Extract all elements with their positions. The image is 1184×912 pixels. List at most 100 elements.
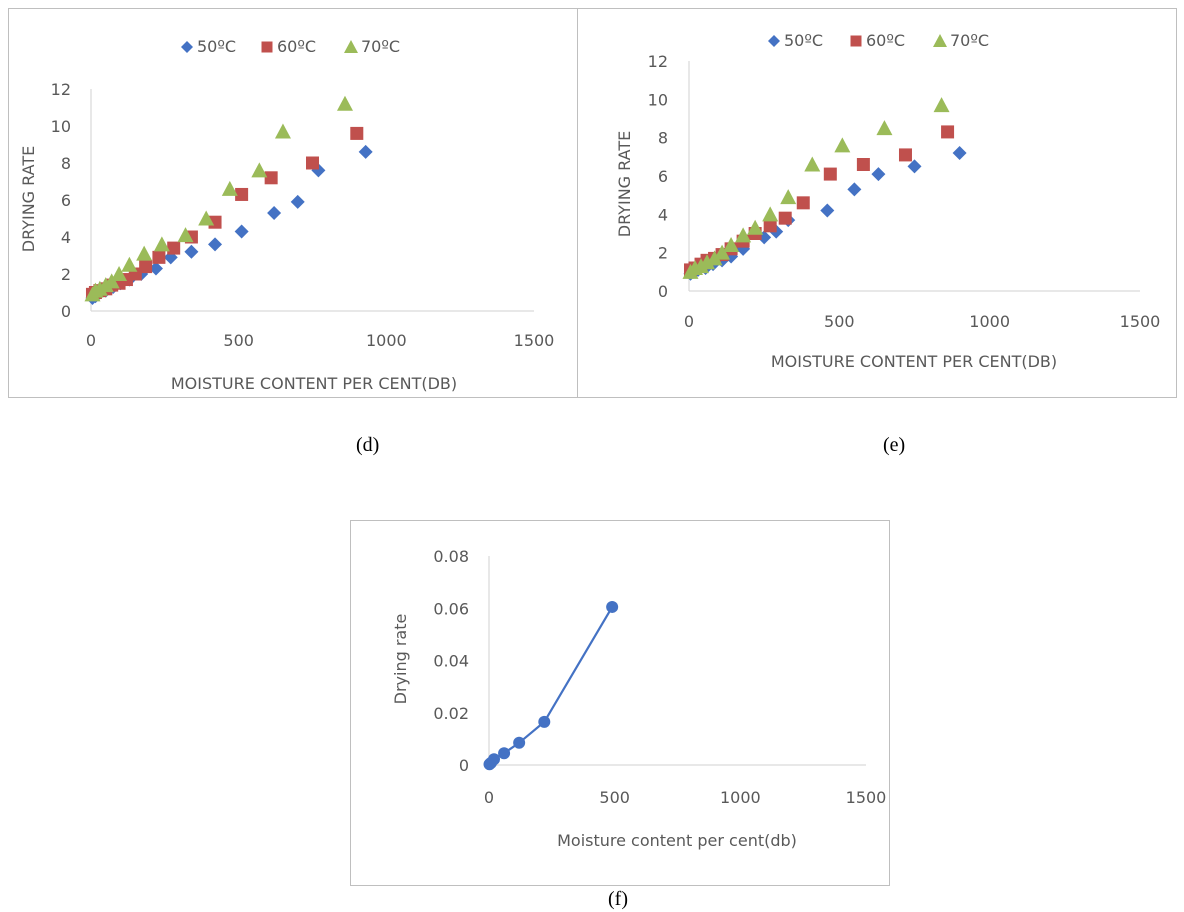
data-point	[907, 159, 922, 174]
data-point	[871, 167, 886, 182]
y-axis-title: DRYING RATE	[615, 131, 634, 237]
x-tick-label: 500	[824, 312, 855, 331]
data-point	[763, 219, 777, 233]
y-tick-label: 0	[459, 756, 469, 775]
data-point	[735, 227, 752, 243]
data-point	[264, 171, 278, 185]
x-tick-label: 1500	[846, 788, 887, 807]
data-point	[834, 137, 851, 153]
data-point	[139, 260, 153, 274]
y-tick-label: 0.06	[433, 599, 469, 618]
data-point	[121, 256, 138, 272]
caption-d: (d)	[356, 434, 380, 456]
y-tick-label: 10	[51, 117, 71, 136]
x-tick-label: 1500	[514, 331, 555, 350]
data-point	[714, 244, 731, 260]
y-tick-label: 10	[648, 90, 668, 109]
data-point	[221, 180, 238, 196]
x-tick-label: 1000	[366, 331, 407, 350]
data-point	[898, 148, 912, 162]
legend-label: 60ºC	[866, 31, 905, 50]
legend-label: 70ºC	[361, 37, 400, 56]
data-point	[498, 747, 511, 760]
legend-label: 50ºC	[784, 31, 823, 50]
data-point	[538, 715, 551, 728]
legend-label: 60ºC	[277, 37, 316, 56]
data-point	[306, 156, 319, 170]
data-point	[336, 95, 353, 111]
y-tick-label: 12	[51, 80, 71, 99]
caption-f: (f)	[608, 888, 628, 910]
y-tick-label: 0.08	[433, 547, 469, 566]
data-point	[184, 244, 199, 259]
data-point	[952, 146, 967, 160]
chart-d: 0 2 4 6 8 10 12 0 500 1000 1500 MOISTURE CONTENT PE…	[19, 37, 555, 393]
legend-marker	[933, 34, 947, 47]
x-axis-title: MOISTURE CONTENT PER CENT(DB)	[771, 352, 1057, 371]
y-tick-label: 2	[658, 244, 668, 263]
x-tick-label: 500	[599, 788, 630, 807]
y-tick-label: 0.04	[433, 652, 469, 671]
data-point	[823, 167, 837, 181]
data-point	[358, 144, 373, 159]
data-point	[350, 126, 364, 140]
x-tick-label: 500	[223, 331, 254, 350]
data-point	[267, 205, 282, 220]
caption-e: (e)	[883, 434, 906, 456]
y-tick-label: 6	[61, 191, 71, 210]
data-point	[208, 237, 223, 252]
chart-panel-d: 0 2 4 6 8 10 12 0 500 1000 1500 MOISTURE CONTENT PE…	[8, 8, 578, 398]
data-point	[251, 162, 268, 178]
data-point	[136, 245, 153, 261]
legend-label: 70ºC	[950, 31, 989, 50]
data-point	[762, 206, 779, 222]
x-tick-label: 0	[484, 788, 494, 807]
data-point	[847, 182, 862, 197]
legend-marker	[850, 35, 862, 47]
x-tick-label: 0	[684, 312, 694, 331]
y-axis-title: Drying rate	[391, 614, 410, 705]
legend-marker	[181, 41, 193, 53]
data-point	[513, 736, 526, 749]
data-point	[148, 261, 163, 276]
data-point	[876, 120, 893, 136]
data-point	[153, 236, 170, 252]
data-point	[699, 254, 716, 270]
data-point	[941, 125, 955, 139]
data-point	[234, 224, 249, 239]
series-line	[488, 606, 614, 766]
chart-panel-f: 0 0.02 0.04 0.06 0.08 0 500 1000 1500 Moisture co…	[350, 520, 890, 886]
chart-f: 0 0.02 0.04 0.06 0.08 0 500 1000 1500 Moisture co…	[391, 547, 887, 850]
data-point	[933, 97, 950, 113]
chart-e: 0 2 4 6 8 10 12 0 500 1000 1500 MOISTURE CONTENT PE…	[615, 31, 1161, 371]
data-point	[706, 250, 723, 266]
data-point	[723, 237, 740, 252]
x-axis-title: MOISTURE CONTENT PER CENT(DB)	[171, 374, 457, 393]
data-point	[274, 123, 291, 139]
y-axis-title: DRYING RATE	[19, 146, 38, 252]
y-tick-label: 6	[658, 167, 668, 186]
data-point	[198, 210, 215, 226]
y-tick-label: 4	[61, 228, 71, 247]
legend-label: 50ºC	[197, 37, 236, 56]
y-tick-label: 2	[61, 265, 71, 284]
data-point	[796, 196, 810, 210]
legend-marker	[344, 40, 358, 53]
data-point	[780, 189, 797, 205]
legend-marker	[768, 35, 780, 47]
data-point	[152, 250, 166, 264]
data-point	[488, 753, 501, 766]
data-point	[167, 241, 181, 255]
data-point	[856, 158, 870, 171]
x-tick-label: 1500	[1120, 312, 1161, 331]
y-tick-label: 8	[61, 154, 71, 173]
x-tick-label: 1000	[720, 788, 761, 807]
data-point	[747, 219, 764, 235]
x-tick-label: 1000	[969, 312, 1010, 331]
y-tick-label: 0	[658, 282, 668, 301]
y-tick-label: 4	[658, 205, 668, 224]
x-tick-label: 0	[86, 331, 96, 350]
data-point	[804, 156, 821, 172]
data-point	[820, 203, 835, 218]
y-tick-label: 0	[61, 302, 71, 321]
